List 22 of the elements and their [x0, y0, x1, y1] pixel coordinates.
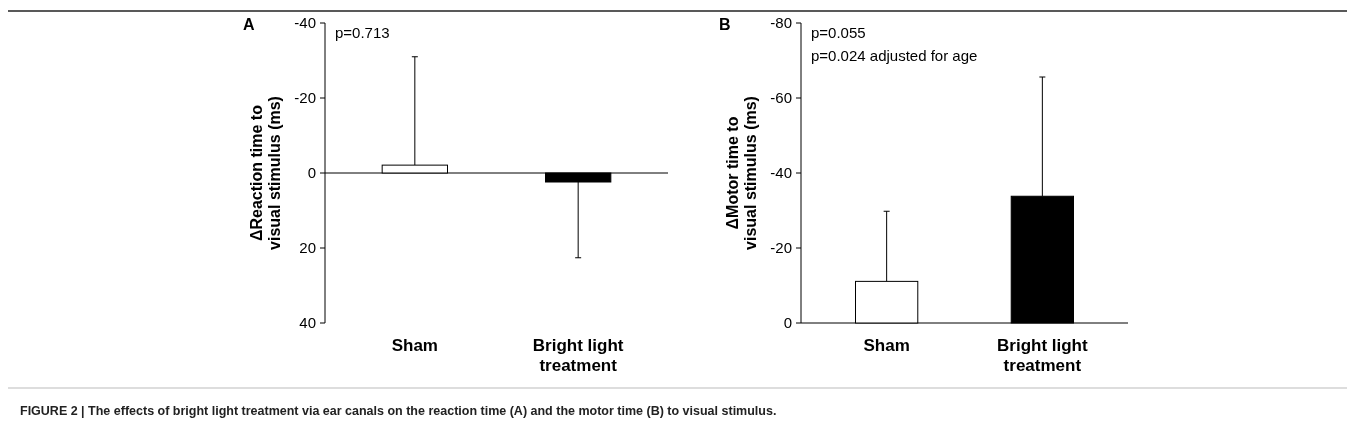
y-tick-label: -40	[770, 164, 792, 182]
x-tick-label: Sham	[391, 336, 438, 355]
caption: FIGURE 2 | The effects of bright light treatment via ear canals on the reaction time (A) and the motor time (B) to visual stimulus.	[20, 404, 777, 418]
x-tick-label: Sham	[863, 336, 910, 355]
y-tick-label: 40	[299, 314, 316, 332]
x-tick-label: Bright light treatment	[532, 336, 624, 376]
y-tick-label: 0	[307, 164, 316, 182]
chart-title: A	[243, 16, 255, 33]
y-tick-label: 0	[783, 314, 792, 332]
y-axis-title: ΔReaction time to visual stimulus (ms)	[247, 96, 284, 250]
annotation: p=0.055	[811, 24, 866, 41]
y-tick-label: -20	[294, 89, 316, 107]
chart-title: B	[719, 16, 731, 33]
y-tick-label: -60	[770, 89, 792, 107]
y-tick-label: 20	[299, 239, 316, 257]
x-tick-label: Bright light treatment	[997, 336, 1089, 376]
annotation: p=0.024 adjusted for age	[811, 47, 978, 64]
y-tick-label: -80	[770, 14, 792, 32]
y-tick-label: -40	[294, 14, 316, 32]
annotation: p=0.713	[335, 24, 390, 41]
y-tick-label: -20	[770, 239, 792, 257]
y-axis-title: ΔMotor time to visual stimulus (ms)	[723, 96, 760, 250]
